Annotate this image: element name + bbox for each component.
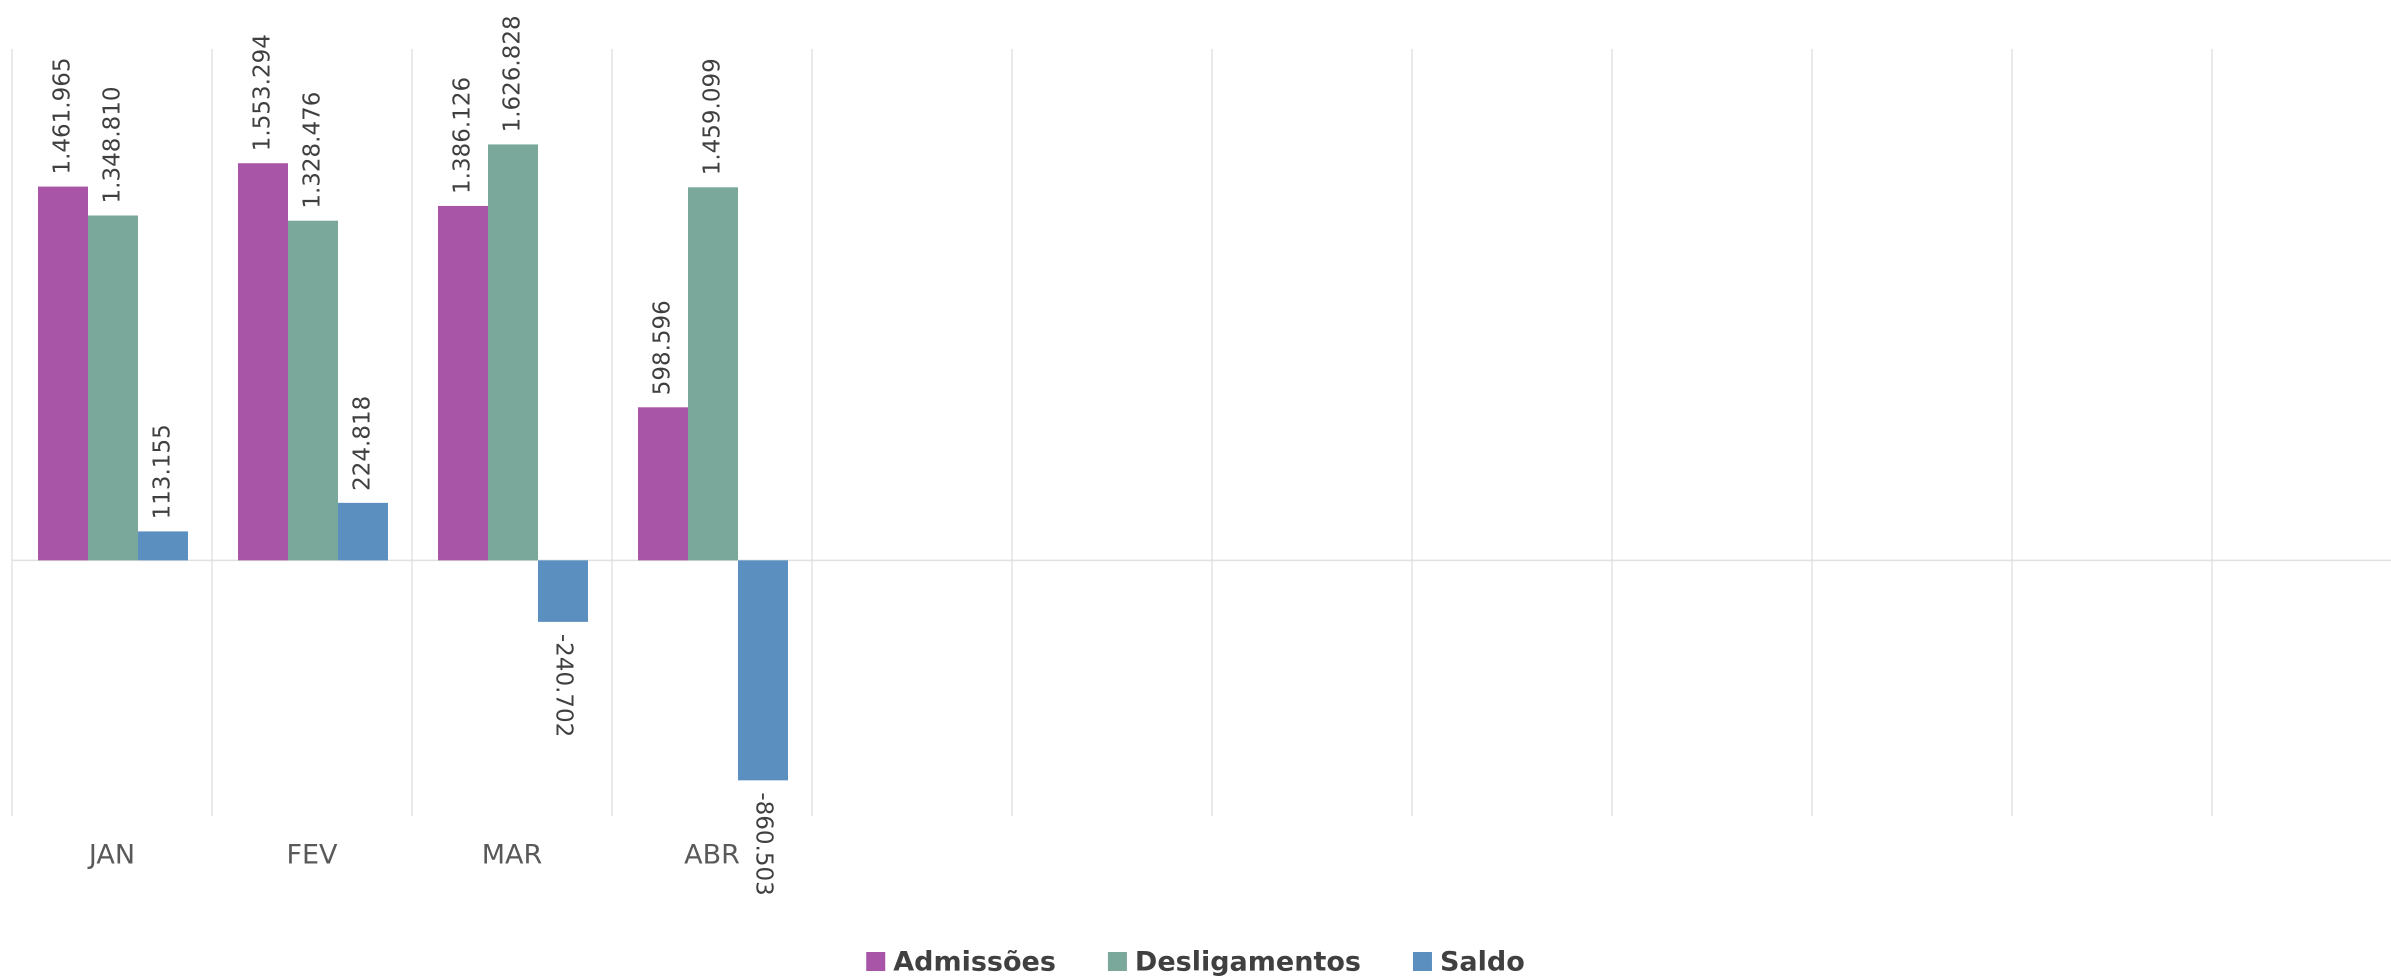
data-label: -240.702: [551, 634, 577, 737]
data-label: 1.328.476: [300, 92, 326, 209]
x-tick-label: MAR: [482, 840, 543, 871]
bar: [688, 187, 738, 561]
bar: [288, 220, 338, 561]
data-label: 113.155: [150, 424, 176, 519]
legend-label: Admissões: [893, 947, 1056, 978]
data-label: 1.461.965: [50, 57, 76, 174]
bar: [88, 215, 138, 561]
bar: [38, 186, 88, 561]
bar: [738, 560, 788, 781]
legend-label: Desligamentos: [1135, 947, 1361, 978]
bar: [488, 144, 538, 561]
bar: [438, 205, 488, 561]
x-tick-label: ABR: [684, 840, 740, 871]
data-label: 1.553.294: [250, 34, 276, 151]
bar: [138, 531, 188, 561]
legend-swatch: [1412, 952, 1432, 971]
x-tick-label: FEV: [286, 840, 338, 871]
legend-swatch: [866, 952, 886, 971]
x-tick-label: JAN: [87, 840, 135, 871]
data-label: 1.386.126: [450, 77, 476, 194]
bar: [338, 502, 388, 561]
data-label: 224.818: [350, 396, 376, 491]
bar: [538, 560, 588, 622]
legend-label: Saldo: [1440, 947, 1525, 978]
legend-swatch: [1107, 952, 1127, 971]
data-label: 1.626.828: [500, 15, 526, 132]
data-label: -860.503: [751, 792, 777, 895]
bar: [638, 407, 688, 561]
data-label: 1.348.810: [100, 86, 126, 203]
bar: [238, 163, 288, 561]
data-label: 1.459.099: [700, 58, 726, 175]
data-label: 598.596: [650, 300, 676, 395]
